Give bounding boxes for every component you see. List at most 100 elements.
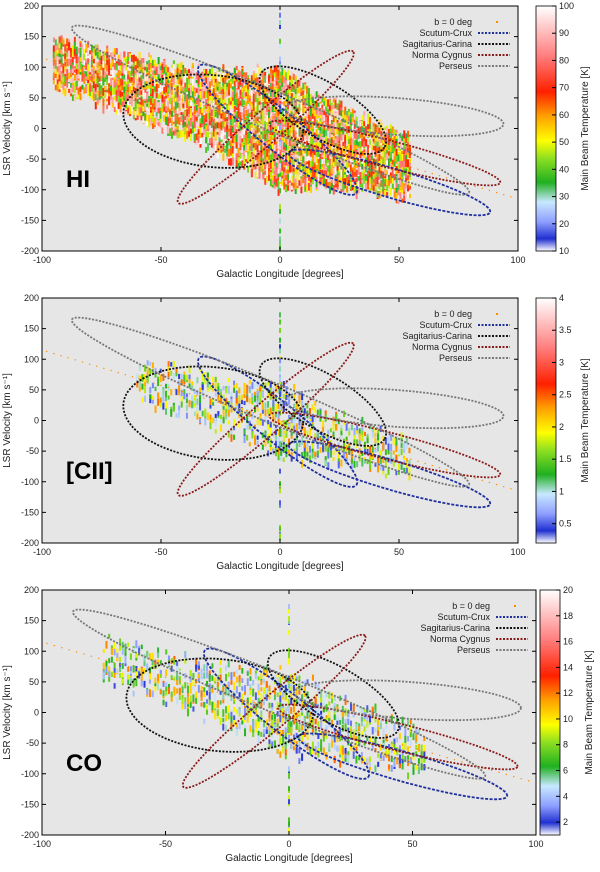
emission-pixel bbox=[205, 69, 208, 75]
emission-pixel bbox=[355, 149, 358, 155]
emission-pixel bbox=[348, 155, 351, 163]
emission-pixel bbox=[79, 47, 82, 54]
emission-pixel bbox=[262, 116, 265, 125]
emission-pixel bbox=[220, 110, 223, 119]
emission-pixel bbox=[199, 138, 202, 145]
emission-pixel bbox=[102, 87, 105, 96]
emission-pixel bbox=[279, 181, 282, 187]
emission-pixel bbox=[151, 70, 154, 76]
emission-pixel bbox=[165, 117, 168, 125]
emission-pixel bbox=[260, 112, 263, 119]
emission-pixel bbox=[287, 158, 290, 167]
emission-pixel bbox=[252, 143, 255, 148]
emission-pixel bbox=[346, 187, 349, 193]
emission-pixel bbox=[266, 87, 269, 92]
emission-pixel bbox=[292, 171, 295, 180]
emission-pixel bbox=[125, 72, 128, 78]
emission-pixel bbox=[268, 125, 271, 131]
emission-pixel bbox=[237, 81, 240, 87]
emission-pixel bbox=[85, 62, 88, 71]
emission-pixel bbox=[140, 62, 143, 70]
emission-pixel bbox=[56, 49, 59, 54]
emission-pixel bbox=[290, 157, 293, 166]
emission-pixel bbox=[355, 192, 358, 200]
emission-pixel bbox=[258, 137, 261, 145]
emission-pixel bbox=[151, 103, 154, 111]
emission-pixel bbox=[283, 161, 286, 167]
emission-pixel bbox=[58, 59, 61, 65]
emission-pixel bbox=[113, 96, 116, 103]
emission-pixel bbox=[189, 96, 192, 102]
emission-pixel bbox=[140, 79, 143, 88]
emission-pixel bbox=[254, 171, 257, 179]
emission-pixel bbox=[321, 136, 324, 144]
emission-pixel bbox=[117, 54, 120, 61]
emission-pixel bbox=[325, 117, 328, 126]
emission-pixel bbox=[302, 134, 305, 142]
emission-pixel bbox=[199, 91, 202, 99]
emission-pixel bbox=[218, 102, 221, 110]
emission-pixel bbox=[60, 54, 63, 59]
emission-pixel bbox=[287, 127, 290, 135]
emission-pixel bbox=[269, 107, 272, 113]
emission-pixel bbox=[315, 91, 318, 98]
emission-pixel bbox=[298, 163, 301, 168]
emission-pixel bbox=[157, 126, 160, 133]
emission-pixel bbox=[235, 117, 238, 125]
emission-pixel bbox=[157, 74, 160, 81]
emission-pixel bbox=[258, 100, 261, 105]
emission-pixel bbox=[113, 84, 116, 89]
emission-pixel bbox=[207, 86, 210, 92]
emission-pixel bbox=[169, 80, 172, 88]
emission-pixel bbox=[216, 106, 219, 113]
emission-pixel bbox=[172, 118, 175, 127]
emission-pixel bbox=[338, 152, 341, 160]
emission-pixel bbox=[334, 160, 337, 167]
emission-pixel bbox=[334, 138, 337, 144]
emission-pixel bbox=[294, 99, 297, 106]
emission-pixel bbox=[269, 82, 272, 87]
emission-pixel bbox=[315, 164, 318, 170]
emission-pixel bbox=[346, 111, 349, 120]
emission-pixel bbox=[56, 76, 59, 85]
emission-pixel bbox=[233, 80, 236, 87]
emission-pixel bbox=[245, 72, 248, 79]
emission-pixel bbox=[361, 146, 364, 155]
emission-pixel bbox=[309, 100, 312, 107]
emission-pixel bbox=[321, 114, 324, 122]
emission-pixel bbox=[184, 75, 187, 80]
emission-pixel bbox=[180, 129, 183, 138]
emission-pixel bbox=[344, 178, 347, 186]
emission-pixel bbox=[346, 155, 349, 160]
emission-pixel bbox=[348, 126, 351, 133]
emission-pixel bbox=[268, 75, 271, 82]
emission-pixel bbox=[241, 153, 244, 160]
emission-pixel bbox=[355, 179, 358, 186]
emission-pixel bbox=[340, 158, 343, 166]
emission-pixel bbox=[212, 142, 215, 150]
emission-pixel bbox=[216, 122, 219, 129]
emission-pixel bbox=[348, 130, 351, 137]
emission-pixel bbox=[357, 141, 360, 147]
emission-pixel bbox=[300, 124, 303, 132]
emission-pixel bbox=[336, 136, 339, 144]
emission-pixel bbox=[60, 73, 63, 81]
emission-pixel bbox=[243, 91, 246, 97]
emission-pixel bbox=[193, 120, 196, 128]
emission-pixel bbox=[184, 82, 187, 88]
emission-pixel bbox=[334, 167, 337, 174]
emission-pixel bbox=[294, 93, 297, 99]
emission-pixel bbox=[52, 72, 55, 78]
emission-pixel bbox=[349, 124, 352, 129]
emission-pixel bbox=[323, 110, 326, 115]
emission-pixel bbox=[169, 97, 172, 105]
emission-pixel bbox=[83, 73, 86, 79]
emission-pixel bbox=[197, 63, 200, 68]
emission-pixel bbox=[271, 152, 274, 161]
emission-pixel bbox=[260, 110, 263, 116]
emission-pixel bbox=[195, 77, 198, 84]
emission-pixel bbox=[281, 153, 284, 158]
emission-pixel bbox=[313, 111, 316, 118]
emission-pixel bbox=[186, 124, 189, 129]
emission-pixel bbox=[132, 61, 135, 68]
